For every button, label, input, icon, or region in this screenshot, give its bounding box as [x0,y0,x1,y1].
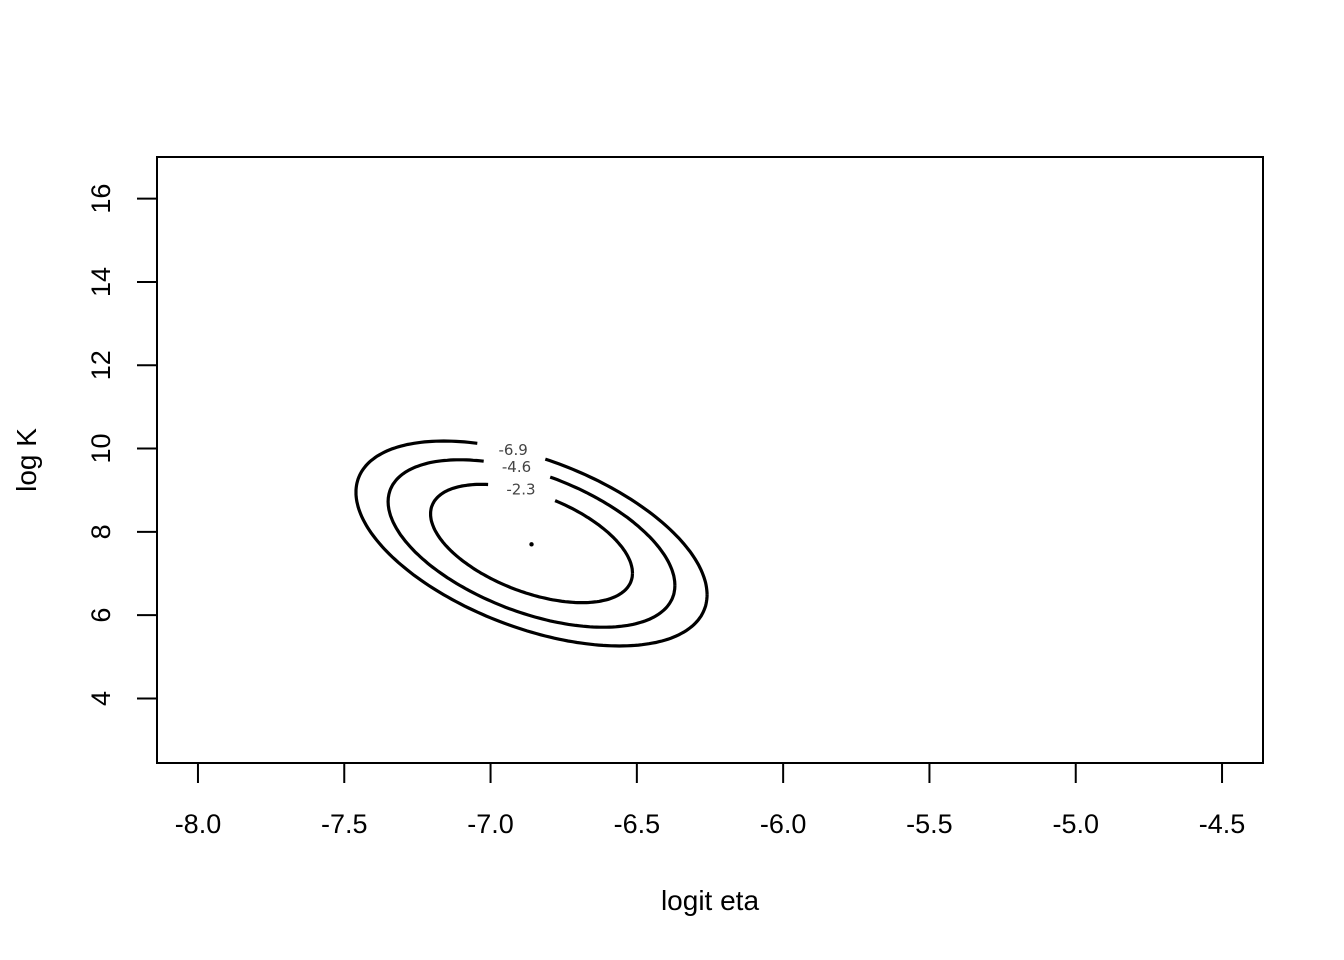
y-tick-label: 4 [86,691,116,706]
x-tick-label: -7.0 [467,809,514,839]
x-tick-label: -6.0 [760,809,807,839]
x-tick-label: -5.5 [906,809,953,839]
contour-label: -2.3 [506,480,535,498]
x-axis: -8.0 -7.5 -7.0 -6.5 -6.0 -5.5 -5.0 -4.5 [175,762,1246,839]
y-axis: 4 6 8 10 12 14 16 [86,184,158,706]
x-axis-title: logit eta [661,885,759,916]
contour-lines: -2.3 -4.6-6.9 [354,439,709,648]
contour-line [386,458,677,629]
y-axis-title: log K [11,428,42,492]
contour-line [429,482,635,605]
contour-label: -6.9 [499,441,528,459]
y-tick-label: 10 [86,434,116,464]
contour-line [354,439,709,648]
x-tick-label: -6.5 [614,809,661,839]
y-tick-label: 14 [86,267,116,297]
x-tick-label: -7.5 [321,809,368,839]
y-tick-label: 12 [86,350,116,380]
x-tick-label: -8.0 [175,809,222,839]
y-tick-label: 8 [86,524,116,539]
contour-label: -4.6 [502,458,531,476]
x-tick-label: -5.0 [1052,809,1099,839]
x-tick-label: -4.5 [1199,809,1246,839]
y-tick-label: 6 [86,608,116,623]
plot-frame [156,156,1264,764]
y-tick-label: 16 [86,184,116,214]
center-point [529,542,534,547]
